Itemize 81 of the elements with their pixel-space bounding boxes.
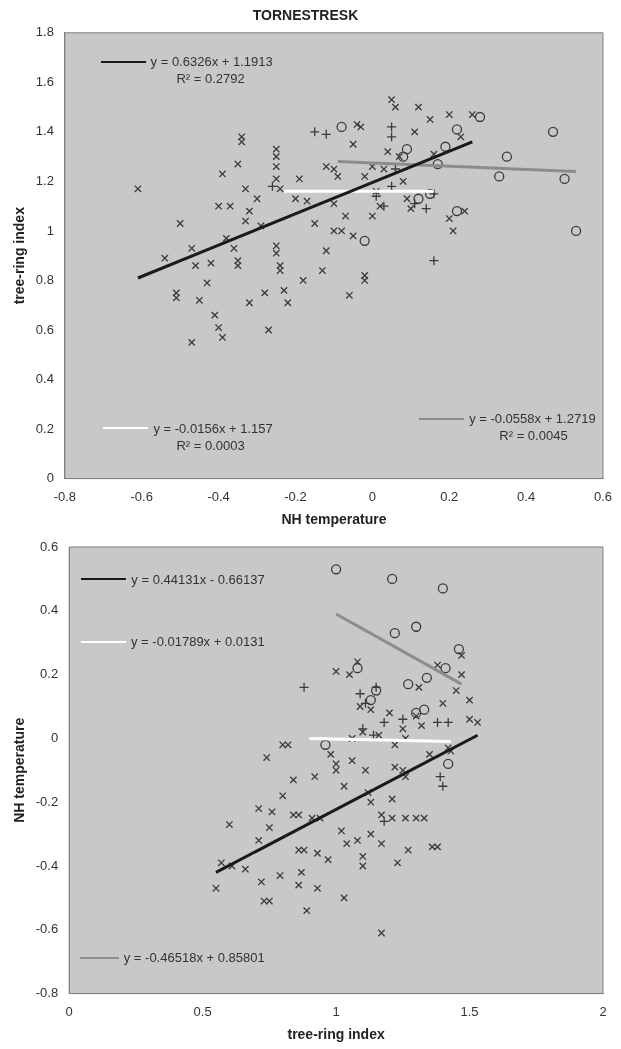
point <box>494 171 505 182</box>
legend-label: y = -0.0156x + 1.157 <box>153 420 274 436</box>
y-tick-label: 0.2 <box>40 666 59 682</box>
point <box>365 694 376 706</box>
point <box>432 158 443 170</box>
legend-label: y = -0.46518x + 0.85801 <box>123 950 266 966</box>
point <box>336 121 347 133</box>
y-tick-label: -0.8 <box>35 985 59 1001</box>
point <box>413 193 424 204</box>
point <box>330 564 342 575</box>
y-tick-label: 0 <box>46 470 54 486</box>
y-tick-label: 0.2 <box>35 420 54 436</box>
x-tick-label: 0 <box>368 488 376 504</box>
legend-label: y = -0.01789x + 0.0131 <box>130 634 266 650</box>
point <box>451 205 463 217</box>
x-tick-label: -0.2 <box>284 488 307 504</box>
annotation: R² = 0.0045 <box>499 428 569 444</box>
point <box>354 688 366 699</box>
x-tick-label: 1.5 <box>460 1003 479 1019</box>
y-tick-label: 1.2 <box>35 172 54 188</box>
point <box>547 126 559 138</box>
y-tick-label: 1.4 <box>35 123 54 139</box>
point <box>387 573 398 585</box>
point <box>411 707 422 719</box>
point <box>320 739 331 750</box>
point <box>428 255 440 266</box>
point <box>501 151 513 162</box>
x-tick-label: 0 <box>65 1003 73 1019</box>
y-tick-label: -0.4 <box>35 857 59 873</box>
point <box>570 225 582 237</box>
point <box>559 173 570 185</box>
point <box>403 679 414 690</box>
y-tick-label: 0 <box>50 729 59 745</box>
point <box>359 235 370 246</box>
y-tick-label: -0.6 <box>35 921 59 937</box>
y-tick-label: 1 <box>46 222 54 238</box>
point <box>437 583 449 594</box>
y-tick-label: 0.6 <box>35 321 54 337</box>
point <box>440 663 451 674</box>
point <box>440 141 451 152</box>
x-tick-label: 1 <box>332 1003 340 1019</box>
y-tick-label: 0.4 <box>40 602 59 618</box>
x-tick-label: 2 <box>599 1003 607 1019</box>
point <box>451 124 463 135</box>
y-axis-title: NH temperature <box>11 717 28 823</box>
point <box>453 643 465 655</box>
legend-label: y = -0.0558x + 1.2719 <box>469 411 597 427</box>
x-tick-label: -0.4 <box>207 488 230 504</box>
point <box>298 682 310 693</box>
y-tick-label: 0.4 <box>35 371 54 387</box>
point <box>386 121 397 133</box>
x-tick-label: 0.4 <box>517 488 536 504</box>
x-axis-title: NH temperature <box>281 511 387 528</box>
point <box>474 111 486 123</box>
point <box>421 672 432 683</box>
point <box>352 663 363 674</box>
chart-title: TORNESTRESK <box>252 7 359 24</box>
y-tick-label: 0.6 <box>40 538 59 554</box>
point <box>411 621 422 632</box>
annotation: R² = 0.0003 <box>176 437 246 453</box>
y-tick-label: -0.2 <box>35 793 59 809</box>
point <box>443 758 454 770</box>
x-axis-title: tree-ring index <box>287 1026 385 1043</box>
legend-label: y = 0.6326x + 1.1913 <box>150 54 274 70</box>
point <box>424 188 436 199</box>
annotation: R² = 0.2792 <box>176 71 246 87</box>
point <box>397 151 409 162</box>
x-tick-label: 0.5 <box>193 1003 212 1019</box>
legend-label: y = 0.44131x - 0.66137 <box>131 571 266 587</box>
point <box>389 627 400 639</box>
x-tick-label: 0.2 <box>440 488 459 504</box>
x-tick-label: -0.6 <box>130 488 153 504</box>
y-tick-label: 0.8 <box>35 272 54 288</box>
y-axis-title: tree-ring index <box>11 206 28 305</box>
point <box>401 144 413 155</box>
point <box>419 704 430 715</box>
y-tick-label: 1.8 <box>35 24 54 40</box>
x-tick-label: 0.6 <box>593 488 613 504</box>
y-tick-label: 1.6 <box>35 73 54 89</box>
point <box>437 781 449 792</box>
point <box>309 126 320 138</box>
